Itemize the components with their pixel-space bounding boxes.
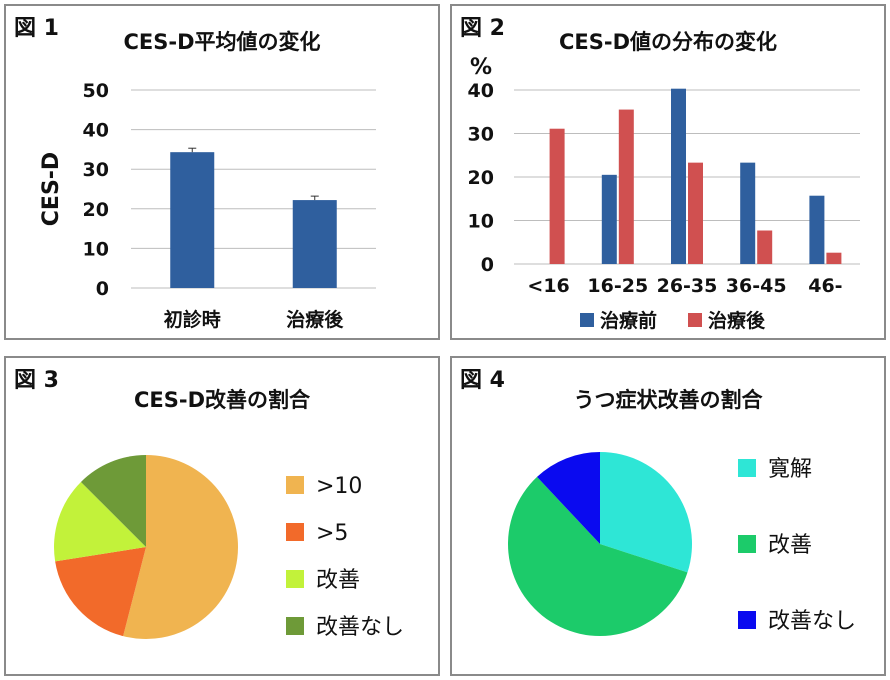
figure-1-panel: 図 1 CES-D平均値の変化 0 10 20 30 40 50 CES-D 初診時 治療後 bbox=[4, 4, 440, 340]
y-tick-label: 10 bbox=[468, 211, 494, 233]
legend-label: >5 bbox=[316, 521, 348, 546]
bar-after bbox=[618, 109, 634, 264]
y-tick-label: 20 bbox=[83, 199, 109, 221]
legend-swatch bbox=[688, 313, 702, 327]
y-axis-label: % bbox=[470, 55, 492, 80]
y-tick-label: 0 bbox=[481, 254, 494, 276]
figure-2-panel: 図 2 CES-D値の分布の変化 0 10 20 30 40% <16 16-25 26-35… bbox=[450, 4, 886, 340]
pie-slice bbox=[80, 455, 146, 547]
bar bbox=[292, 200, 337, 288]
legend-label: 改善なし bbox=[768, 609, 856, 634]
bar-after bbox=[826, 252, 842, 264]
x-tick-label: 46- bbox=[808, 275, 842, 297]
x-tick-label: 初診時 bbox=[164, 308, 221, 331]
legend-label: 治療前 bbox=[600, 309, 657, 332]
legend-swatch bbox=[738, 611, 756, 629]
figure-4-title: うつ症状改善の割合 bbox=[573, 388, 763, 412]
legend-label: 治療後 bbox=[708, 309, 766, 332]
y-tick-label: 40 bbox=[83, 120, 109, 142]
legend-swatch bbox=[580, 313, 594, 327]
x-tick-label: 26-35 bbox=[657, 275, 718, 297]
x-tick-label: 36-45 bbox=[726, 275, 787, 297]
legend-label: 改善 bbox=[316, 568, 360, 593]
legend-swatch bbox=[286, 617, 304, 635]
pie-slice bbox=[600, 452, 692, 573]
bar bbox=[170, 152, 215, 288]
figure-3-label: 図 3 bbox=[14, 368, 59, 393]
y-tick-label: 30 bbox=[83, 159, 109, 181]
pie-slice bbox=[123, 455, 238, 639]
legend-swatch bbox=[286, 523, 304, 541]
bar-after bbox=[688, 162, 703, 264]
figure-1-label: 図 1 bbox=[14, 16, 59, 41]
figure-2-label: 図 2 bbox=[460, 16, 505, 41]
figure-1-title: CES-D平均値の変化 bbox=[123, 30, 321, 54]
bar-after bbox=[757, 230, 773, 264]
pie-slice bbox=[54, 481, 146, 562]
figure-1-chart: 0 10 20 30 40 50 CES-D 初診時 治療後 bbox=[39, 80, 376, 331]
y-tick-label: 20 bbox=[468, 167, 494, 189]
x-tick-label: 治療後 bbox=[286, 308, 344, 331]
pie-slice bbox=[508, 476, 688, 636]
legend-label: 改善 bbox=[768, 533, 812, 558]
bar-before bbox=[740, 162, 756, 264]
pie-slice bbox=[537, 452, 600, 544]
y-tick-label: 40 bbox=[468, 80, 494, 102]
legend-label: 寛解 bbox=[768, 457, 812, 482]
y-tick-label: 30 bbox=[468, 124, 494, 146]
x-tick-label: <16 bbox=[527, 275, 569, 297]
y-tick-label: 10 bbox=[83, 238, 109, 260]
legend-label: >10 bbox=[316, 474, 362, 499]
figure-2-title: CES-D値の分布の変化 bbox=[558, 30, 778, 54]
pie-slice bbox=[55, 547, 146, 637]
figure-3-panel: 図 3 CES-D改善の割合 >10 >5 改善改善なし bbox=[4, 356, 440, 676]
bar-before bbox=[601, 174, 617, 264]
legend-swatch bbox=[738, 535, 756, 553]
y-tick-label: 0 bbox=[96, 278, 109, 300]
figure-2-chart: 0 10 20 30 40% <16 16-25 26-35 36-45 46- 治療前 治療後 bbox=[468, 55, 860, 332]
bar-after bbox=[549, 128, 565, 264]
bar-before bbox=[809, 195, 825, 264]
legend-swatch bbox=[286, 476, 304, 494]
legend-swatch bbox=[286, 570, 304, 588]
figure-4-panel: 図 4 うつ症状改善の割合 寛解改善改善なし bbox=[450, 356, 886, 676]
y-axis-label: CES-D bbox=[39, 152, 64, 226]
y-tick-label: 50 bbox=[83, 80, 109, 102]
legend-label: 改善なし bbox=[316, 615, 404, 640]
bar-before bbox=[671, 88, 686, 264]
legend-swatch bbox=[738, 459, 756, 477]
figure-3-title: CES-D改善の割合 bbox=[133, 388, 311, 412]
x-tick-label: 16-25 bbox=[587, 275, 648, 297]
figure-4-label: 図 4 bbox=[460, 368, 505, 393]
